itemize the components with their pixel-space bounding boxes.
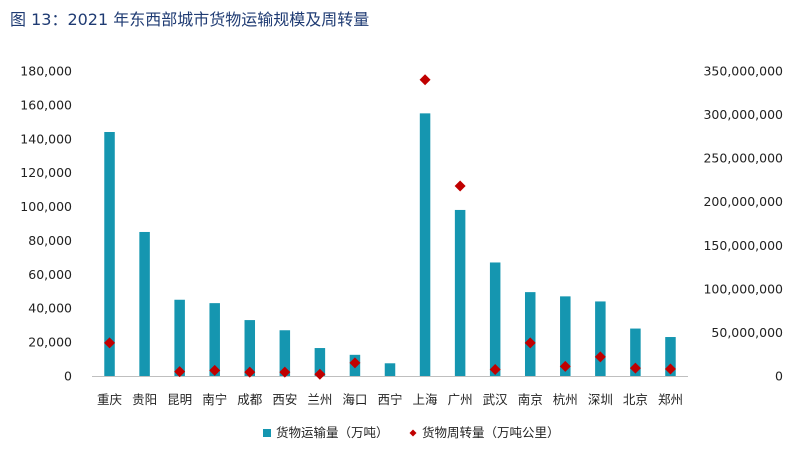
left-tick-label: 60,000: [28, 267, 72, 282]
category-label: 成都: [237, 392, 263, 407]
right-tick-label: 250,000,000: [703, 151, 783, 166]
bar: [665, 337, 676, 376]
bar: [209, 303, 220, 376]
scatter-point: [629, 362, 641, 374]
scatter-point: [349, 357, 361, 369]
scatter-point: [559, 360, 571, 372]
category-axis: 重庆 贵阳 昆明 南宁 成都 西安 兰州 海口 西宁 上海 广州 武汉 南京 杭州 深圳 北京 郑州: [97, 392, 683, 407]
scatter-point: [664, 363, 676, 375]
left-tick-label: 0: [64, 369, 72, 384]
scatter-point: [104, 337, 116, 349]
category-label: 武汉: [483, 392, 509, 407]
left-axis: 0 20,000 40,000 60,000 80,000 100,000 120,000 1…: [20, 64, 72, 384]
category-label: 重庆: [97, 392, 123, 407]
category-label: 西安: [272, 392, 297, 407]
figure-title: 图 13：2021 年东西部城市货物运输规模及周转量: [10, 10, 370, 29]
category-label: 杭州: [553, 392, 578, 407]
bar: [560, 296, 571, 376]
scatter-point: [594, 351, 606, 363]
left-tick-label: 120,000: [20, 165, 72, 180]
scatter-point: [489, 363, 501, 375]
left-tick-label: 80,000: [28, 233, 72, 248]
scatter-series: [104, 74, 676, 380]
category-label: 海口: [342, 392, 367, 407]
bar: [139, 231, 150, 376]
scatter-point: [279, 366, 291, 378]
bar: [244, 320, 256, 376]
bar: [489, 262, 501, 376]
category-label: 兰州: [307, 392, 332, 407]
scatter-point: [244, 366, 256, 378]
scatter-point: [174, 366, 186, 378]
category-label: 深圳: [588, 392, 613, 407]
scatter-point: [454, 180, 466, 192]
bar: [279, 330, 291, 376]
scatter-point: [209, 364, 221, 376]
bar: [454, 209, 466, 376]
legend: 货物运输量（万吨） 货物周转量（万吨公里）: [263, 425, 560, 440]
right-tick-label: 50,000,000: [711, 325, 783, 340]
bar: [314, 348, 326, 376]
right-axis: 0 50,000,000 100,000,000 150,000,000 200,000…: [703, 64, 783, 384]
right-tick-label: 300,000,000: [703, 107, 783, 122]
bar: [104, 132, 115, 376]
legend-label-bar: 货物运输量（万吨）: [276, 425, 389, 440]
category-label: 广州: [448, 392, 473, 407]
bar-series: [104, 113, 676, 376]
bar: [384, 363, 396, 376]
category-label: 南宁: [202, 392, 227, 407]
left-tick-label: 40,000: [28, 301, 72, 316]
category-label: 西宁: [377, 392, 402, 407]
bar: [174, 299, 185, 376]
left-tick-label: 180,000: [20, 64, 72, 79]
scatter-point: [419, 74, 431, 86]
left-tick-label: 160,000: [20, 97, 72, 112]
bar: [630, 328, 641, 376]
right-tick-label: 350,000,000: [703, 64, 783, 79]
left-tick-label: 140,000: [20, 131, 72, 146]
right-tick-label: 200,000,000: [703, 194, 783, 209]
legend-swatch-bar: [263, 429, 271, 437]
category-label: 上海: [413, 392, 439, 407]
scatter-point: [524, 337, 536, 349]
category-label: 南京: [518, 392, 543, 407]
scatter-point: [314, 368, 326, 380]
category-label: 郑州: [658, 392, 683, 407]
right-tick-label: 100,000,000: [703, 281, 783, 296]
right-tick-label: 0: [775, 369, 783, 384]
category-label: 昆明: [167, 392, 192, 407]
legend-label-scatter: 货物周转量（万吨公里）: [422, 425, 560, 440]
bar: [419, 113, 431, 376]
category-label: 贵阳: [132, 392, 157, 407]
bar: [595, 301, 606, 376]
legend-swatch-scatter: [409, 429, 417, 437]
bar: [524, 292, 536, 376]
left-tick-label: 20,000: [28, 335, 72, 350]
category-label: 北京: [623, 392, 648, 407]
right-tick-label: 150,000,000: [703, 238, 783, 253]
left-tick-label: 100,000: [20, 199, 72, 214]
